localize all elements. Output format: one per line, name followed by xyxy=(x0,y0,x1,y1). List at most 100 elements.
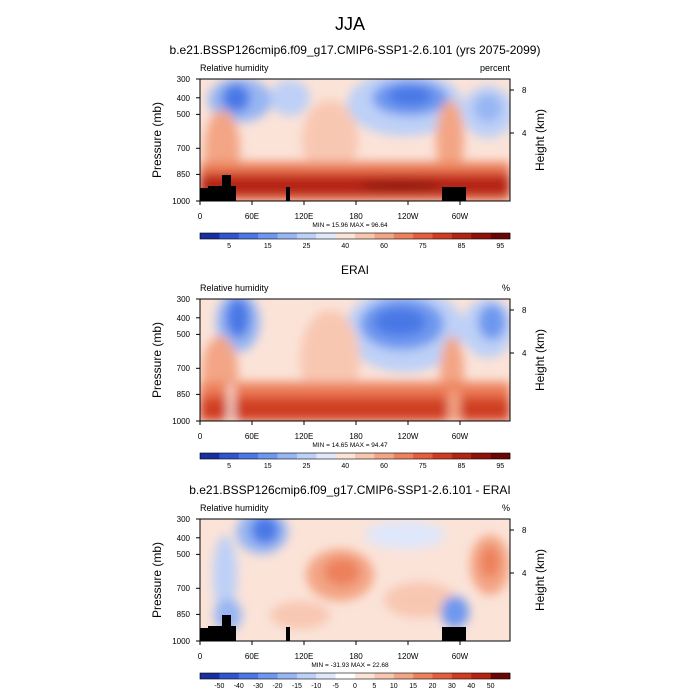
colorbar-label: 85 xyxy=(458,243,466,250)
colorbar: 5 15 25 40 60 75 85 95 xyxy=(199,232,511,250)
colorbar-swatch xyxy=(393,233,414,239)
colorbar-swatch xyxy=(200,453,220,459)
colorbar-label: -5 xyxy=(333,683,339,690)
panel-title: ERAI xyxy=(341,263,369,277)
y-axis-right: 8 4 Height (km) xyxy=(510,306,547,391)
colorbar-swatch xyxy=(258,673,278,679)
variable-label: Relative humidity xyxy=(200,283,269,293)
colorbar-swatch xyxy=(374,673,395,679)
colorbar-swatch xyxy=(451,233,472,239)
colorbar-label: 5 xyxy=(372,683,376,690)
colorbar-swatch xyxy=(413,673,433,679)
y-tick-label: 700 xyxy=(177,584,191,593)
y-axis-right: 8 4 Height (km) xyxy=(510,86,547,171)
colorbar-label: -50 xyxy=(214,683,224,690)
colorbar-frame xyxy=(199,452,511,460)
colorbar-swatch xyxy=(374,233,395,239)
y-tick-label: 300 xyxy=(177,295,191,304)
units-label: percent xyxy=(480,63,511,73)
y-axis-right: 8 4 Height (km) xyxy=(510,526,547,611)
colorbar-swatch xyxy=(471,453,491,459)
colorbar-label: 60 xyxy=(380,243,388,250)
colorbar-swatch xyxy=(277,233,298,239)
colorbar-swatch xyxy=(490,233,511,239)
colorbar-swatch xyxy=(432,673,453,679)
colorbar-label: 75 xyxy=(419,463,427,470)
plot-frame xyxy=(199,518,511,642)
colorbar-swatch xyxy=(200,673,220,679)
colorbar-swatch xyxy=(355,673,375,679)
colorbar-swatch xyxy=(355,233,375,239)
colorbar-label: 40 xyxy=(341,243,349,250)
colorbar-label: 0 xyxy=(353,683,357,690)
colorbar-swatch xyxy=(277,673,298,679)
y-tick-label: 850 xyxy=(177,610,191,619)
x-tick-label: 120W xyxy=(398,212,419,221)
y-tick-label: 1000 xyxy=(172,637,190,646)
x-tick-label: 0 xyxy=(198,652,203,661)
x-tick-label: 120W xyxy=(398,432,419,441)
colorbar-label: -10 xyxy=(311,683,321,690)
panel-erai: ERAI Relative humidity % xyxy=(150,263,547,470)
y-axis-right-label: Height (km) xyxy=(533,109,547,171)
x-tick-label: 60E xyxy=(245,212,259,221)
y-tick-label: 850 xyxy=(177,390,191,399)
colorbar-swatch xyxy=(451,673,472,679)
x-tick-label: 180 xyxy=(349,652,363,661)
height-tick-label: 8 xyxy=(522,306,527,315)
height-tick-label: 4 xyxy=(522,129,527,138)
x-tick-label: 60W xyxy=(452,432,469,441)
colorbar-swatch xyxy=(296,233,317,239)
x-tick-label: 0 xyxy=(198,432,203,441)
y-tick-label: 700 xyxy=(177,144,191,153)
min-max-stats: MIN = 14.65 MAX = 94.47 xyxy=(312,442,388,449)
colorbar-swatch xyxy=(258,453,278,459)
height-tick-label: 4 xyxy=(522,349,527,358)
height-tick-label: 8 xyxy=(522,526,527,535)
plot-frame xyxy=(199,78,511,202)
x-tick-label: 60W xyxy=(452,652,469,661)
colorbar-swatch xyxy=(471,673,491,679)
y-tick-label: 400 xyxy=(177,314,191,323)
panel-title: b.e21.BSSP126cmip6.f09_g17.CMIP6-SSP1-2.… xyxy=(170,43,541,57)
colorbar-label: -40 xyxy=(234,683,244,690)
colorbar-label: 15 xyxy=(264,243,272,250)
y-axis-label: Pressure (mb) xyxy=(150,102,164,178)
colorbar-swatch xyxy=(335,453,356,459)
colorbar-swatch xyxy=(277,453,298,459)
colorbar-swatch xyxy=(238,673,259,679)
y-tick-label: 700 xyxy=(177,364,191,373)
x-tick-label: 120E xyxy=(295,652,314,661)
x-tick-label: 60E xyxy=(245,432,259,441)
colorbar-swatch xyxy=(296,453,317,459)
height-tick-label: 4 xyxy=(522,569,527,578)
colorbar-swatch xyxy=(296,673,317,679)
colorbar-label: 95 xyxy=(496,243,504,250)
y-tick-label: 500 xyxy=(177,110,191,119)
variable-label: Relative humidity xyxy=(200,503,269,513)
colorbar-label: 40 xyxy=(467,683,475,690)
panel-model: b.e21.BSSP126cmip6.f09_g17.CMIP6-SSP1-2.… xyxy=(150,43,547,250)
colorbar-swatch xyxy=(432,453,453,459)
colorbar-frame xyxy=(199,232,511,240)
x-axis: 0 60E 120E 180 120W 60W xyxy=(198,641,469,661)
y-axis-label: Pressure (mb) xyxy=(150,542,164,618)
x-tick-label: 60W xyxy=(452,212,469,221)
colorbar-swatch xyxy=(316,453,336,459)
x-tick-label: 180 xyxy=(349,212,363,221)
x-tick-label: 0 xyxy=(198,212,203,221)
contour-field xyxy=(200,79,510,201)
x-axis: 0 60E 120E 180 120W 60W xyxy=(198,201,469,221)
colorbar-swatch xyxy=(432,233,453,239)
y-tick-label: 850 xyxy=(177,170,191,179)
colorbar-swatch xyxy=(393,453,414,459)
colorbar-swatch xyxy=(316,233,336,239)
colorbar-label: 25 xyxy=(303,243,311,250)
y-tick-label: 500 xyxy=(177,550,191,559)
colorbar: 5 15 25 40 60 75 85 95 xyxy=(199,452,511,470)
colorbar-label: -20 xyxy=(272,683,282,690)
colorbar-label: 30 xyxy=(448,683,456,690)
colorbar-swatch xyxy=(219,673,240,679)
colorbar-label: 15 xyxy=(264,463,272,470)
